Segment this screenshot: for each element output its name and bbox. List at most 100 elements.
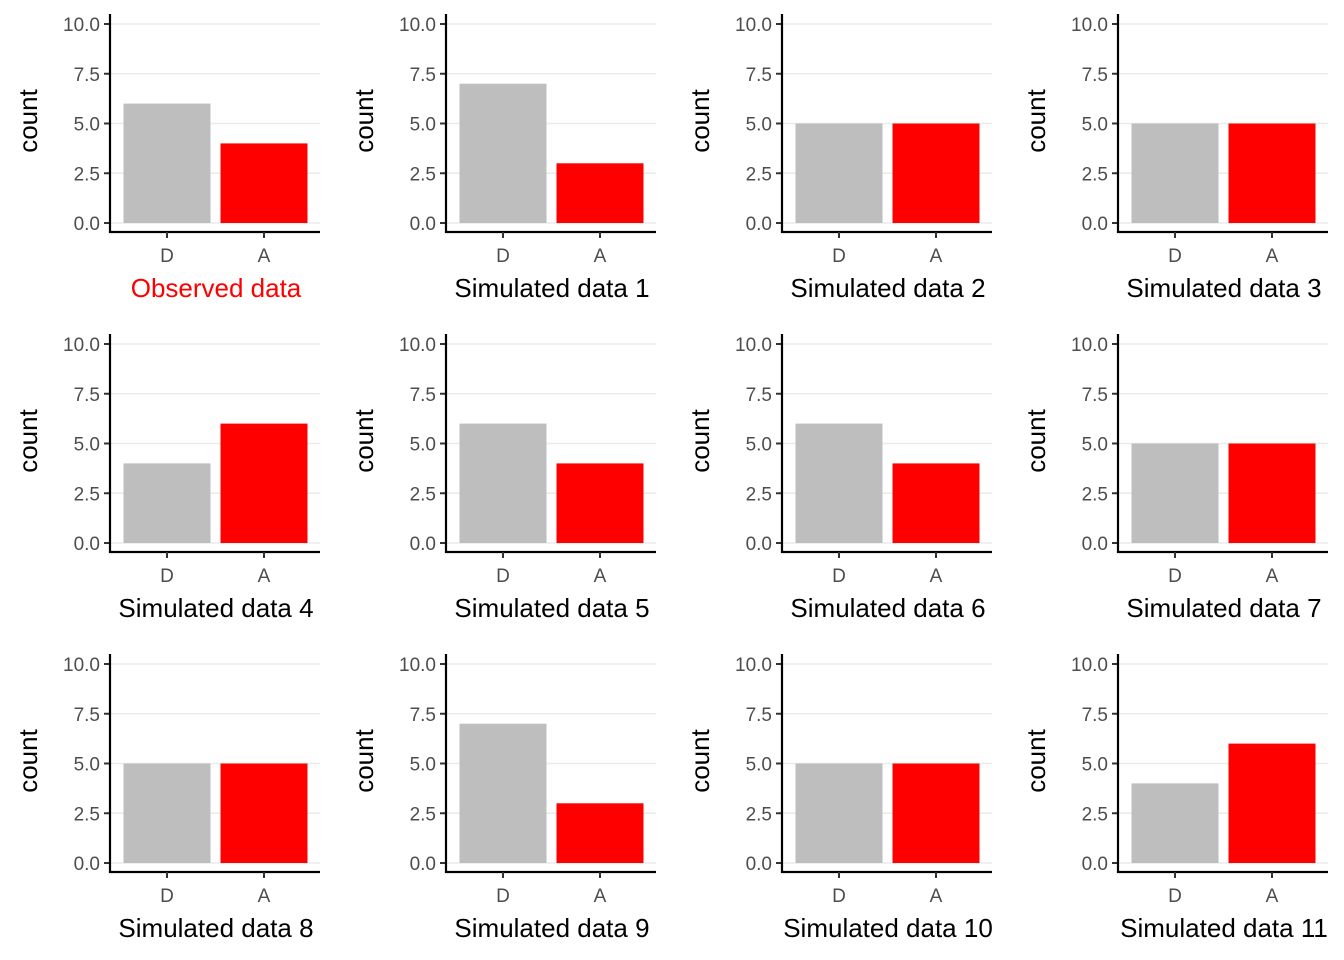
y-axis-title: count <box>349 88 379 152</box>
y-tick-label: 2.5 <box>74 484 100 505</box>
y-tick-label: 7.5 <box>1082 65 1108 86</box>
y-tick-label: 10.0 <box>735 335 772 356</box>
y-tick-label: 5.0 <box>410 755 436 776</box>
y-tick-label: 7.5 <box>1082 705 1108 726</box>
y-tick-label: 0.0 <box>410 534 436 555</box>
x-axis-title: Simulated data 4 <box>118 593 313 623</box>
y-tick-label: 0.0 <box>746 214 772 235</box>
bar-A <box>892 123 980 223</box>
y-tick-label: 7.5 <box>1082 385 1108 406</box>
y-tick-label: 0.0 <box>410 214 436 235</box>
y-tick-label: 7.5 <box>410 65 436 86</box>
y-tick-label: 2.5 <box>746 164 772 185</box>
bar-A <box>1228 123 1316 223</box>
y-tick-label: 7.5 <box>746 705 772 726</box>
y-tick-label: 7.5 <box>74 65 100 86</box>
x-tick-label: A <box>930 566 943 587</box>
y-tick-label: 5.0 <box>746 755 772 776</box>
bar-A <box>1228 443 1316 543</box>
y-tick-label: 5.0 <box>74 755 100 776</box>
y-axis-title: count <box>685 88 715 152</box>
y-tick-label: 5.0 <box>410 115 436 136</box>
x-tick-label: A <box>930 886 943 907</box>
bar-D <box>459 723 547 863</box>
x-axis-title: Simulated data 7 <box>1126 593 1321 623</box>
y-tick-label: 0.0 <box>1082 534 1108 555</box>
y-tick-label: 10.0 <box>735 655 772 676</box>
y-tick-label: 10.0 <box>1071 15 1108 36</box>
y-tick-label: 5.0 <box>1082 115 1108 136</box>
bar-A <box>1228 743 1316 863</box>
y-axis-title: count <box>349 728 379 792</box>
x-tick-label: A <box>1266 886 1279 907</box>
y-tick-label: 5.0 <box>410 435 436 456</box>
x-tick-label: D <box>832 566 846 587</box>
y-axis-title: count <box>13 728 43 792</box>
y-tick-label: 0.0 <box>1082 854 1108 875</box>
x-tick-label: D <box>832 886 846 907</box>
x-tick-label: D <box>160 246 174 267</box>
y-tick-label: 2.5 <box>746 484 772 505</box>
y-tick-label: 5.0 <box>74 115 100 136</box>
bar-D <box>1131 783 1219 863</box>
y-tick-label: 0.0 <box>746 534 772 555</box>
y-tick-label: 7.5 <box>746 65 772 86</box>
y-tick-label: 2.5 <box>1082 804 1108 825</box>
y-tick-label: 2.5 <box>410 804 436 825</box>
x-axis-title: Simulated data 3 <box>1126 273 1321 303</box>
x-axis-title: Simulated data 9 <box>454 913 649 943</box>
y-tick-label: 7.5 <box>74 705 100 726</box>
bar-D <box>123 463 211 543</box>
x-axis-title: Simulated data 10 <box>783 913 993 943</box>
y-tick-label: 10.0 <box>1071 655 1108 676</box>
y-tick-label: 0.0 <box>410 854 436 875</box>
y-tick-label: 5.0 <box>1082 435 1108 456</box>
y-axis-title: count <box>685 728 715 792</box>
y-tick-label: 0.0 <box>74 534 100 555</box>
x-tick-label: A <box>594 246 607 267</box>
y-tick-label: 2.5 <box>746 804 772 825</box>
x-tick-label: A <box>258 886 271 907</box>
x-tick-label: D <box>496 566 510 587</box>
bar-A <box>220 423 308 543</box>
bar-A <box>892 763 980 863</box>
bar-A <box>556 463 644 543</box>
y-axis-title: count <box>13 408 43 472</box>
y-tick-label: 2.5 <box>410 484 436 505</box>
bar-D <box>1131 443 1219 543</box>
x-tick-label: A <box>258 246 271 267</box>
y-tick-label: 7.5 <box>410 385 436 406</box>
y-tick-label: 5.0 <box>746 115 772 136</box>
x-axis-title: Simulated data 8 <box>118 913 313 943</box>
bar-D <box>123 763 211 863</box>
x-tick-label: D <box>1168 566 1182 587</box>
y-tick-label: 10.0 <box>399 655 436 676</box>
y-tick-label: 0.0 <box>1082 214 1108 235</box>
x-tick-label: A <box>258 566 271 587</box>
y-tick-label: 7.5 <box>746 385 772 406</box>
bar-D <box>459 83 547 223</box>
x-axis-title: Simulated data 5 <box>454 593 649 623</box>
x-tick-label: A <box>594 886 607 907</box>
x-axis-title: Observed data <box>131 273 302 303</box>
y-tick-label: 10.0 <box>63 335 100 356</box>
y-tick-label: 10.0 <box>63 15 100 36</box>
x-tick-label: A <box>1266 246 1279 267</box>
y-axis-title: count <box>349 408 379 472</box>
x-tick-label: D <box>1168 886 1182 907</box>
x-tick-label: A <box>1266 566 1279 587</box>
y-tick-label: 0.0 <box>746 854 772 875</box>
bar-A <box>220 143 308 223</box>
x-tick-label: D <box>832 246 846 267</box>
x-axis-title: Simulated data 1 <box>454 273 649 303</box>
x-tick-label: A <box>594 566 607 587</box>
x-tick-label: A <box>930 246 943 267</box>
y-tick-label: 0.0 <box>74 854 100 875</box>
